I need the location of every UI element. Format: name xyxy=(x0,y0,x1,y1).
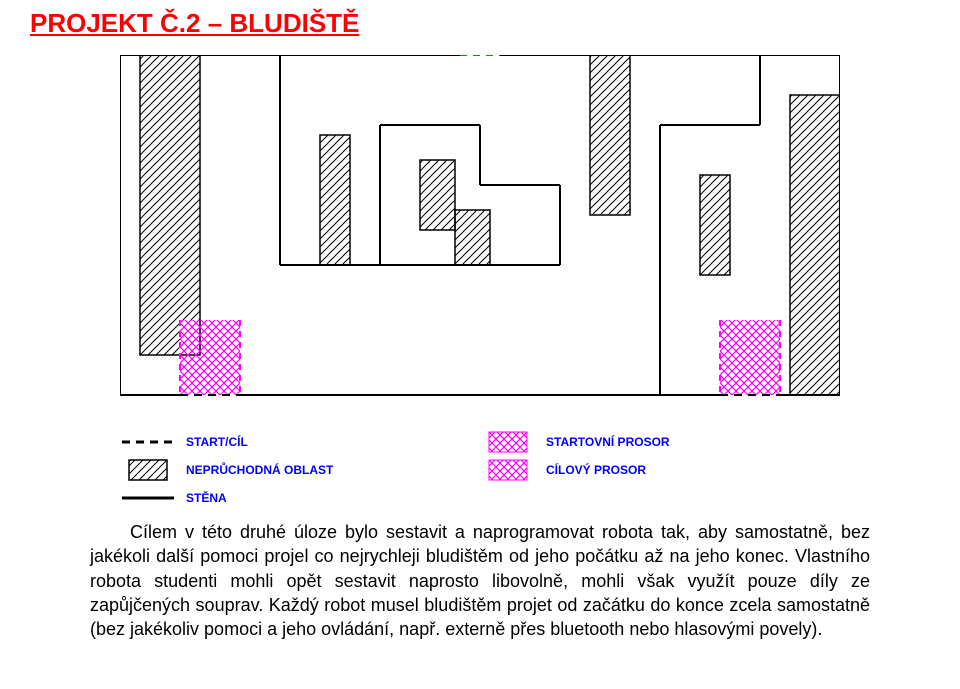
legend-label-startcil: START/CÍL xyxy=(186,435,248,449)
legend-sample-startcil xyxy=(120,431,176,453)
legend-sample-startovni xyxy=(480,431,536,453)
legend: START/CÍL STARTOVNÍ PROSOR NEPRŮCHODNÁ O… xyxy=(120,430,840,510)
legend-label-startovni: STARTOVNÍ PROSOR xyxy=(546,435,670,449)
body-paragraph-text: Cílem v této druhé úloze bylo sestavit a… xyxy=(90,522,870,639)
page-title: PROJEKT Č.2 – BLUDIŠTĚ xyxy=(30,8,359,39)
maze-diagram xyxy=(120,55,840,405)
body-paragraph: Cílem v této druhé úloze bylo sestavit a… xyxy=(90,520,870,641)
legend-label-stena: STĚNA xyxy=(186,491,227,505)
legend-sample-cilovy xyxy=(480,459,536,481)
legend-label-nepruchodna: NEPRŮCHODNÁ OBLAST xyxy=(186,463,333,477)
maze-svg xyxy=(120,55,840,405)
legend-sample-nepruchodna xyxy=(120,459,176,481)
legend-sample-stena xyxy=(120,487,176,509)
legend-label-cilovy: CÍLOVÝ PROSOR xyxy=(546,463,646,477)
